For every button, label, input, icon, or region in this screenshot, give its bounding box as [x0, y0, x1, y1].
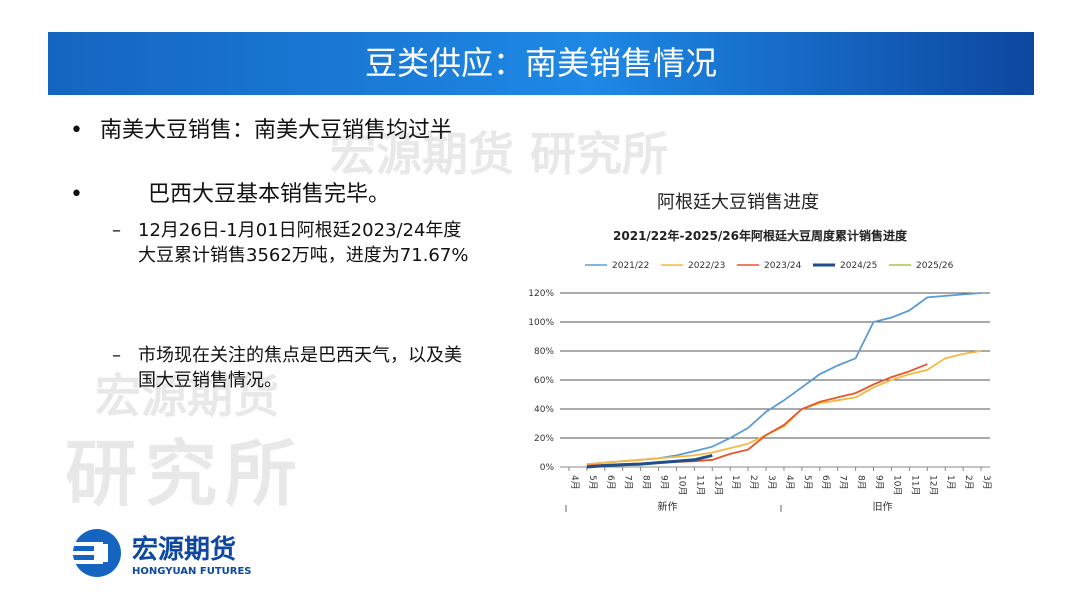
x-tick-label: 3月 [766, 475, 777, 490]
x-tick-label: 9月 [874, 475, 885, 490]
x-tick-label: 7月 [838, 475, 849, 490]
sub-bullet: 12月26日-1月01日阿根廷2023/24年度大豆累计销售3562万吨，进度为… [112, 218, 478, 268]
slide-title: 豆类供应：南美销售情况 [364, 44, 717, 82]
y-tick-label: 60% [534, 376, 554, 386]
x-tick-label: 12月 [927, 475, 938, 495]
bullet: 巴西大豆基本销售完毕。 [70, 180, 485, 210]
logo-stripe [73, 542, 103, 546]
x-tick-label: 6月 [820, 475, 831, 490]
x-tick-label: 1月 [730, 475, 741, 490]
y-tick-label: 40% [534, 405, 554, 415]
logo-stripe [73, 551, 103, 555]
group-label: 旧作 [873, 501, 893, 513]
legend-label: 2023/24 [764, 261, 802, 271]
bullet: 南美大豆销售：南美大豆销售均过半 [70, 116, 485, 146]
x-tick-label: 3月 [981, 475, 992, 490]
legend-label: 2022/23 [688, 261, 725, 271]
chart-caption: 阿根廷大豆销售进度 [657, 192, 819, 213]
logo: 宏源期货 HONGYUAN FUTURES [73, 529, 252, 577]
series-line [586, 453, 713, 469]
logo-square [94, 544, 108, 562]
y-tick-label: 0% [540, 463, 555, 473]
watermark: 研究所 [65, 432, 306, 516]
x-tick-label: 6月 [605, 475, 616, 490]
x-tick-label: 1月 [945, 475, 956, 490]
y-tick-label: 80% [534, 347, 554, 357]
y-tick-label: 20% [534, 434, 554, 444]
logo-stripe [73, 560, 103, 564]
header-band: 豆类供应：南美销售情况 [48, 32, 1034, 95]
x-tick-label: 7月 [623, 475, 634, 490]
x-tick-label: 9月 [659, 475, 670, 490]
group-label: 新作 [658, 500, 678, 513]
x-tick-label: 2月 [963, 475, 974, 490]
legend-label: 2024/25 [840, 261, 877, 271]
y-tick-label: 100% [528, 318, 554, 328]
series-line [586, 350, 982, 465]
x-tick-label: 10月 [676, 475, 687, 495]
x-tick-label: 8月 [641, 475, 652, 490]
chart-title: 2021/22年-2025/26年阿根廷大豆周度累计销售进度 [613, 228, 908, 243]
bullet-text: 巴西大豆基本销售完毕。 [148, 182, 391, 207]
x-tick-label: 10月 [891, 475, 902, 495]
logo-english: HONGYUAN FUTURES [132, 566, 252, 577]
legend-label: 2021/22 [612, 261, 649, 271]
x-tick-label: 12月 [712, 475, 723, 495]
x-tick-label: 11月 [909, 475, 920, 495]
sub-bullet: 市场现在关注的焦点是巴西天气，以及美国大豆销售情况。 [112, 343, 478, 393]
y-tick-label: 120% [528, 289, 554, 299]
x-tick-label: 2月 [748, 475, 759, 490]
logo-name: 宏源期货 [132, 534, 236, 565]
x-tick-label: 4月 [569, 475, 580, 490]
x-tick-label: 5月 [587, 475, 598, 490]
x-tick-label: 5月 [802, 475, 813, 490]
x-tick-label: 11月 [694, 475, 705, 495]
x-tick-label: 8月 [856, 475, 867, 490]
x-tick-label: 4月 [784, 475, 795, 490]
legend-label: 2025/26 [916, 261, 954, 271]
